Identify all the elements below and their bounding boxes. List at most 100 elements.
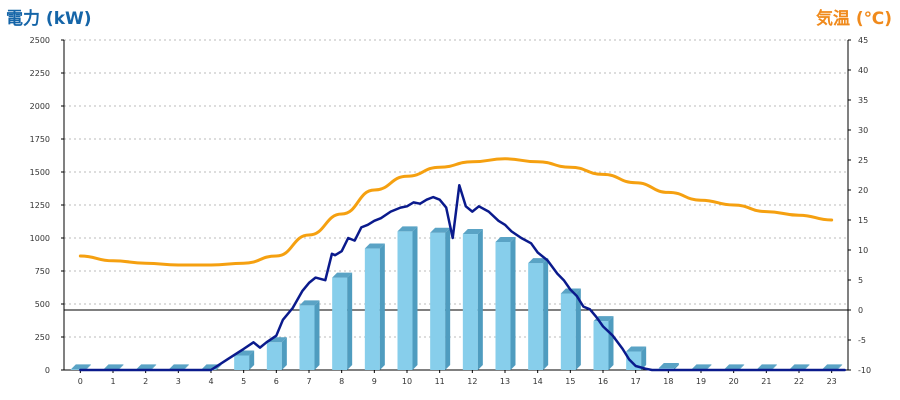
bar-top [430,227,451,233]
bar-front [397,231,413,370]
right-tick-label: -10 [858,366,871,375]
left-tick-label: 1000 [30,234,50,243]
bar-side [641,346,647,370]
bar-series [70,226,843,370]
bar-side [739,364,745,370]
bar-side [412,226,418,370]
bar-top [299,300,320,306]
bar-hour-13 [495,236,516,370]
bar-side [151,364,157,370]
bar-side [837,364,843,370]
x-tick-label: 4 [208,377,213,386]
x-tick-label: 8 [339,377,344,386]
right-axis-title: 気温 (℃) [815,9,892,29]
x-tick-label: 19 [696,377,706,386]
left-tick-label: 250 [35,333,50,342]
bar-front [560,293,576,370]
left-tick-label: 1500 [30,168,50,177]
bar-top [691,364,712,370]
x-tick-label: 15 [565,377,575,386]
bar-hour-6 [266,337,287,370]
right-tick-label: 15 [858,216,868,225]
left-tick-label: 2000 [30,102,50,111]
x-tick-label: 14 [533,377,543,386]
bar-side [510,236,516,370]
x-tick-label: 18 [663,377,673,386]
bar-front [495,241,511,370]
x-tick-label: 7 [306,377,311,386]
bar-top [528,258,549,264]
x-tick-label: 21 [761,377,771,386]
bar-side [543,258,549,370]
left-tick-label: 2250 [30,69,50,78]
bar-side [281,337,287,370]
bar-side [216,364,222,370]
bar-top [70,364,91,370]
bar-side [804,364,810,370]
x-tick-label: 1 [110,377,115,386]
right-tick-label: 35 [858,96,868,105]
x-tick-label: 10 [402,377,412,386]
bar-side [118,364,124,370]
bar-side [771,364,777,370]
x-tick-label: 6 [274,377,279,386]
bar-top [332,272,353,278]
left-axis-title: 電力 (kW) [6,9,92,29]
x-tick-label: 13 [500,377,510,386]
x-tick-label: 0 [78,377,83,386]
x-tick-label: 2 [143,377,148,386]
bar-front [364,248,380,370]
bar-side [379,243,385,370]
bar-top [626,346,647,352]
left-tick-label: 1750 [30,135,50,144]
bar-front [234,355,250,370]
bar-top [822,364,843,370]
bar-side [249,350,255,370]
bar-hour-16 [593,316,614,370]
left-tick-label: 2500 [30,36,50,45]
bar-front [462,234,478,370]
bar-top [495,236,516,242]
x-tick-label: 3 [176,377,181,386]
bar-hour-7 [299,300,320,370]
bar-hour-0 [70,364,91,370]
right-tick-label: 45 [858,36,868,45]
bar-front [430,232,446,370]
bar-top [397,226,418,232]
x-tick-label: 23 [827,377,837,386]
left-tick-label: 750 [35,267,50,276]
bar-side [608,316,614,370]
right-tick-label: 40 [858,66,868,75]
bar-hour-9 [364,243,385,370]
right-tick-label: 0 [858,306,863,315]
line-series [78,157,846,372]
bar-top [364,243,385,249]
tick-labels: 02505007501000125015001750200022502500-1… [30,36,871,386]
right-tick-label: -5 [858,336,866,345]
right-tick-label: 25 [858,156,868,165]
x-tick-label: 16 [598,377,608,386]
x-tick-label: 20 [729,377,739,386]
bar-hour-10 [397,226,418,370]
bar-side [477,229,483,370]
x-tick-label: 12 [467,377,477,386]
bar-hour-12 [462,229,483,370]
bar-side [183,364,189,370]
right-tick-label: 20 [858,186,868,195]
bar-top [658,363,679,369]
bar-top [724,364,745,370]
right-tick-label: 5 [858,276,863,285]
grid-lines [64,39,848,338]
bar-front [266,342,282,370]
bar-top [168,364,189,370]
bar-top [462,229,483,235]
bar-front [528,263,544,370]
bar-front [332,277,348,370]
temperature-line [78,157,834,267]
x-tick-label: 22 [794,377,804,386]
right-tick-label: 30 [858,126,868,135]
x-tick-label: 11 [435,377,445,386]
bar-side [673,363,679,370]
bar-hour-8 [332,272,353,370]
bar-side [314,300,320,370]
